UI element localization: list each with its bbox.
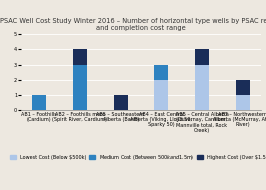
- Bar: [73, 65, 87, 110]
- Bar: [195, 65, 209, 110]
- Bar: [154, 65, 168, 80]
- Title: PSAC Well Cost Study Winter 2016 – Number of horizontal type wells by PSAC regio: PSAC Well Cost Study Winter 2016 – Numbe…: [0, 17, 266, 31]
- Bar: [195, 49, 209, 65]
- Bar: [236, 80, 250, 95]
- Bar: [154, 80, 168, 110]
- Bar: [32, 95, 46, 110]
- Bar: [73, 49, 87, 65]
- Bar: [114, 95, 128, 110]
- Legend: Lowest Cost (Below $500k), Medium Cost (Between $500k and $1.5m), Highest Cost (: Lowest Cost (Below $500k), Medium Cost (…: [9, 152, 266, 162]
- Bar: [236, 95, 250, 110]
